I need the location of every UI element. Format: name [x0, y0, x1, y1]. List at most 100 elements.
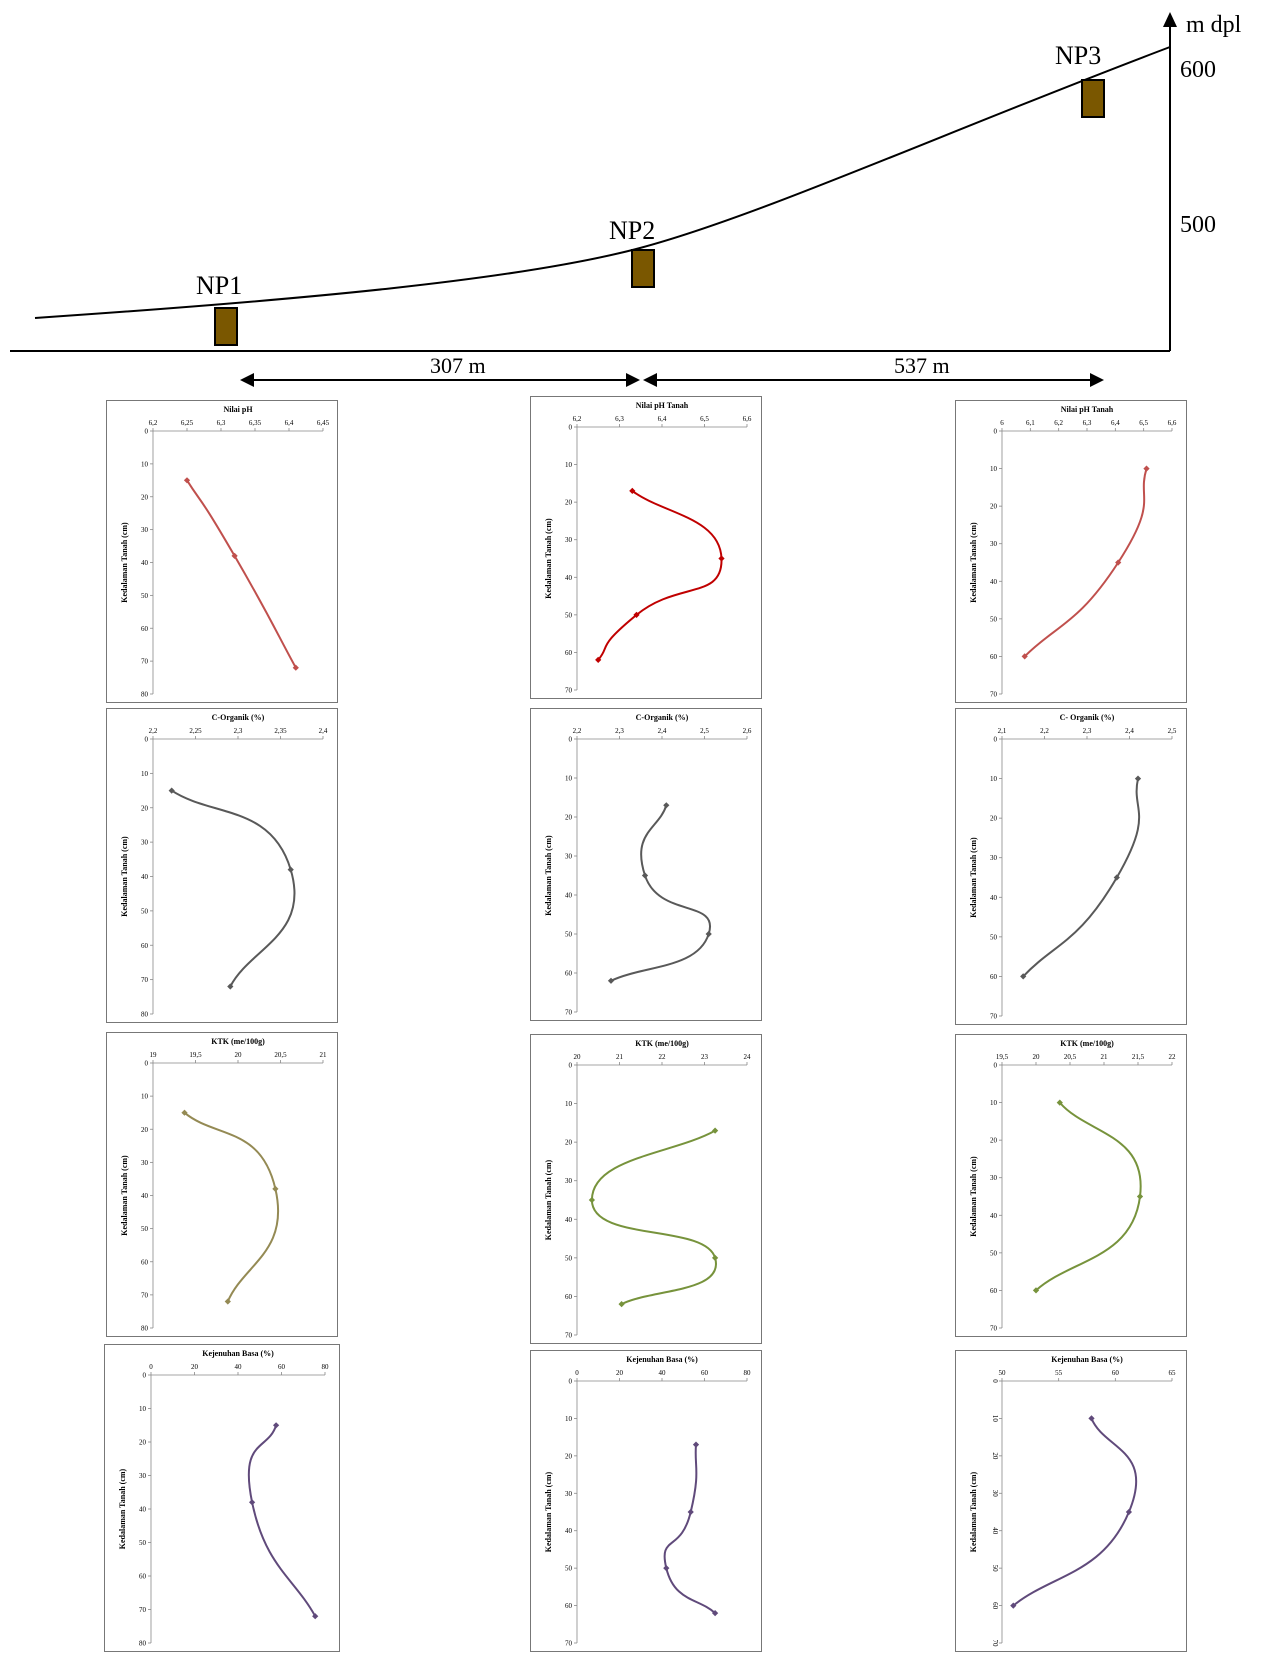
y-tick-label: 20: [991, 1452, 999, 1460]
y-tick-label: 60: [991, 1602, 999, 1610]
y-tick-label: 20: [139, 1439, 147, 1447]
data-point-marker: [687, 1508, 694, 1516]
x-tick-label: 2,3: [615, 727, 624, 735]
x-tick-label: 20: [1033, 1053, 1041, 1061]
x-tick-label: 6,3: [217, 419, 226, 427]
data-point-marker: [272, 1185, 279, 1193]
x-tick-label: 55: [1055, 1369, 1063, 1377]
y-axis-label: Kedalaman Tanah (cm): [544, 1471, 553, 1552]
elevation-axis-arrow-icon: [1163, 12, 1177, 27]
y-tick-label: 70: [141, 1291, 149, 1299]
y-tick-label: 20: [141, 804, 149, 812]
x-tick-label: 20: [574, 1053, 582, 1061]
np1-kb-svg: Kejenuhan Basa (%) 0 20 40 60 80 0 10 20 30 40 50 60…: [118, 1349, 329, 1648]
x-tick-label: 60: [278, 1363, 286, 1371]
arrowhead-right-icon: [626, 373, 640, 387]
series-line: [1035, 1101, 1142, 1292]
y-tick-label: 50: [141, 592, 149, 600]
x-tick-label: 6,6: [1168, 419, 1177, 427]
y-tick-label: 70: [139, 1606, 147, 1614]
series-line: [590, 1129, 717, 1305]
y-tick-label: 40: [990, 894, 998, 902]
data-point-marker: [711, 1254, 719, 1262]
arrowhead-right-icon: [1090, 373, 1104, 387]
y-tick-label: 60: [141, 625, 149, 633]
series-line: [597, 490, 723, 661]
y-tick-label: 0: [994, 736, 998, 744]
x-tick-label: 40: [659, 1369, 667, 1377]
x-tick-label: 6,3: [615, 415, 624, 423]
site-np3-block: [1081, 79, 1105, 118]
y-tick-label: 40: [565, 1216, 573, 1224]
y-tick-label: 50: [565, 1565, 573, 1573]
y-tick-label: 40: [990, 1212, 998, 1220]
y-tick-label: 0: [994, 1062, 998, 1070]
y-tick-label: 20: [990, 1137, 998, 1145]
data-point-marker: [248, 1499, 256, 1506]
y-tick-label: 40: [565, 574, 573, 582]
y-tick-label: 10: [990, 775, 998, 783]
y-tick-label: 30: [141, 526, 149, 534]
y-tick-label: 10: [141, 1093, 149, 1101]
x-tick-label: 80: [744, 1369, 752, 1377]
y-tick-label: 30: [990, 854, 998, 862]
y-tick-label: 70: [565, 1640, 573, 1648]
y-axis-label: Kedalaman Tanah (cm): [118, 1468, 127, 1549]
chart-title: Kejenuhan Basa (%): [202, 1349, 274, 1358]
x-tick-label: 40: [235, 1363, 243, 1371]
chart-np2-ktk: KTK (me/100g) 20 21 22 23 24 0 10 20 30 40 50 60 70 Ke…: [530, 1034, 762, 1344]
y-tick-label: 20: [141, 493, 149, 501]
x-tick-label: 6,2: [149, 419, 158, 427]
y-tick-label: 20: [565, 1139, 573, 1147]
chart-np3-ktk: KTK (me/100g) 19,5 20 20,5 21 21,5 22 0 10 20 30 40…: [955, 1034, 1187, 1337]
x-tick-label: 23: [701, 1053, 709, 1061]
x-tick-label: 6,6: [743, 415, 752, 423]
y-tick-label: 80: [141, 691, 149, 699]
np2-ktk-svg: KTK (me/100g) 20 21 22 23 24 0 10 20 30 40 50 60 70 Ke…: [544, 1039, 752, 1340]
y-tick-label: 20: [990, 503, 998, 511]
x-tick-label: 6,5: [700, 415, 709, 423]
y-tick-label: 50: [990, 1249, 998, 1257]
elev-tick-600: 600: [1180, 57, 1216, 83]
x-tick-label: 2,2: [1040, 727, 1049, 735]
x-tick-label: 6,35: [249, 419, 262, 427]
x-tick-label: 6,2: [1054, 419, 1063, 427]
chart-title: Nilai pH: [223, 405, 253, 414]
np3-kb-svg: Kejenuhan Basa (%) 50 55 60 65 0 10 20 30 40 50 60 7…: [969, 1355, 1176, 1647]
y-tick-label: 0: [145, 736, 149, 744]
y-tick-label: 60: [565, 1602, 573, 1610]
x-tick-label: 50: [999, 1369, 1007, 1377]
y-axis-label: Kedalaman Tanah (cm): [120, 836, 129, 917]
np3-ph-svg: Nilai pH Tanah 6 6,1 6,2 6,3 6,4 6,5 6,6 0 10 20 30…: [969, 405, 1177, 699]
y-tick-label: 60: [990, 1287, 998, 1295]
chart-np1-kejenuhan-basa: Kejenuhan Basa (%) 0 20 40 60 80 0 10 20 30 40 50 60…: [104, 1344, 340, 1652]
y-tick-label: 20: [565, 499, 573, 507]
data-point-marker: [224, 1298, 231, 1305]
x-tick-label: 21: [616, 1053, 624, 1061]
y-tick-label: 70: [141, 658, 149, 666]
y-tick-label: 40: [565, 892, 573, 900]
y-tick-label: 70: [990, 1013, 998, 1021]
x-tick-label: 2,25: [189, 727, 202, 735]
y-tick-label: 10: [565, 1415, 573, 1423]
site-np1-block: [214, 307, 238, 346]
y-tick-label: 0: [569, 736, 573, 744]
chart-np1-ktk: KTK (me/100g) 19 19,5 20 20,5 21 0 10 20 30 40 50 60…: [106, 1032, 338, 1337]
y-tick-label: 60: [139, 1573, 147, 1581]
x-tick-label: 2,2: [149, 727, 158, 735]
x-tick-label: 24: [744, 1053, 752, 1061]
x-tick-label: 20: [616, 1369, 624, 1377]
chart-title: C-Organik (%): [636, 713, 689, 722]
y-tick-label: 0: [143, 1372, 147, 1380]
data-point-marker: [718, 555, 725, 562]
y-tick-label: 0: [994, 428, 998, 436]
elevation-unit-label: m dpl: [1186, 12, 1242, 38]
data-point-marker: [618, 1300, 625, 1308]
arrowhead-left-icon: [240, 373, 254, 387]
series-line: [663, 1444, 716, 1614]
data-point-marker: [312, 1613, 319, 1620]
series-line: [610, 804, 712, 982]
y-tick-label: 70: [565, 687, 573, 695]
y-tick-label: 0: [569, 1378, 573, 1386]
y-tick-label: 50: [139, 1539, 147, 1547]
